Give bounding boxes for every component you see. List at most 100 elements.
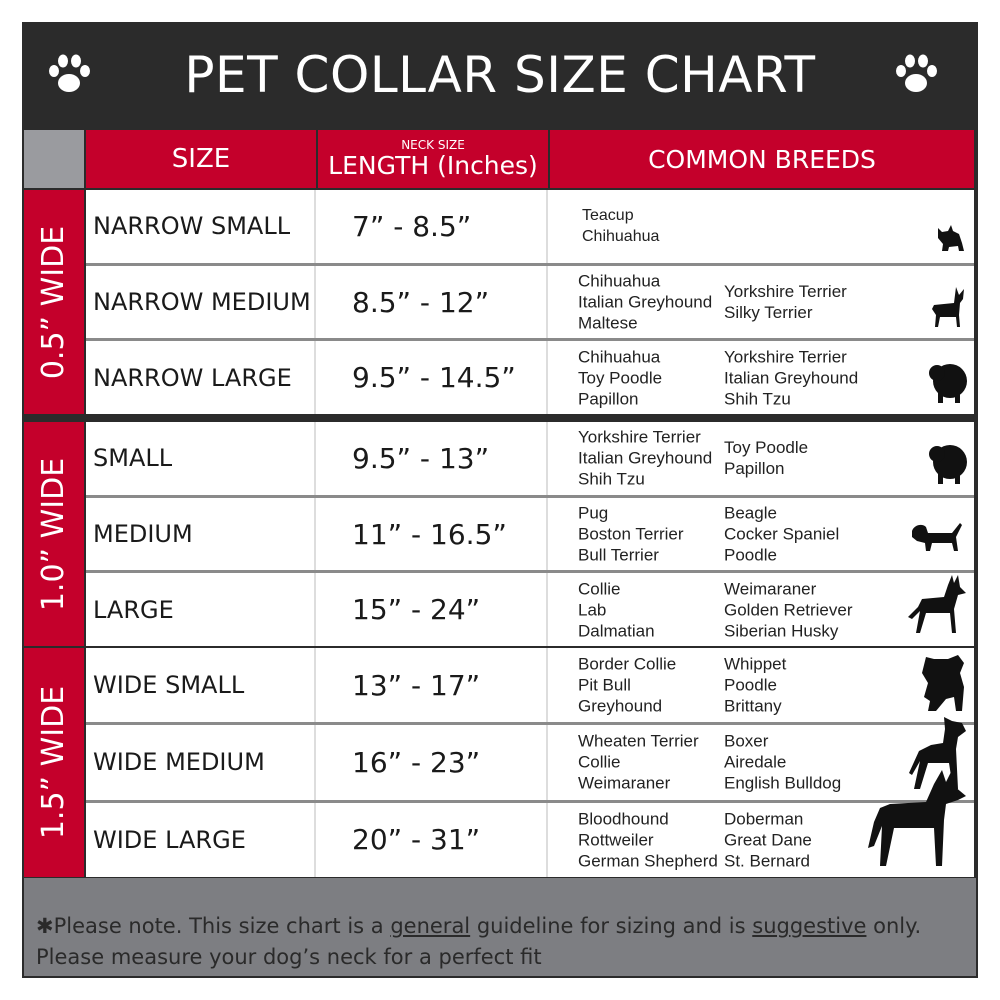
bulldog-icon bbox=[920, 653, 968, 718]
breed-name: Great Dane bbox=[724, 830, 812, 850]
breed-name: Dalmatian bbox=[578, 621, 655, 641]
breeds-column-1: Wheaten Terrier Collie Weimaraner bbox=[578, 731, 699, 794]
length-cell: 8.5” - 12” bbox=[316, 265, 548, 339]
header-length-label: LENGTH (Inches) bbox=[328, 150, 538, 180]
breeds-column-1: Collie Lab Dalmatian bbox=[578, 578, 655, 641]
breed-name: Beagle bbox=[724, 503, 777, 523]
table-row: MEDIUM 11” - 16.5” Pug Boston Terrier Bull… bbox=[86, 497, 974, 571]
breed-name: Collie bbox=[578, 752, 621, 772]
length-cell: 11” - 16.5” bbox=[316, 497, 548, 571]
breed-name: Siberian Husky bbox=[724, 621, 839, 641]
header-neck-size-label: NECK SIZE bbox=[401, 137, 465, 152]
table-row: NARROW MEDIUM 8.5” - 12” Chihuahua Italia… bbox=[86, 265, 974, 339]
footer-text: ✱Please note. This size chart is a bbox=[36, 914, 391, 938]
breeds-column-2: Boxer Airedale English Bulldog bbox=[724, 731, 841, 794]
header-size-label: SIZE bbox=[171, 144, 231, 174]
breed-name: Pug bbox=[578, 503, 609, 523]
pomeranian-icon bbox=[928, 440, 968, 491]
header-length: NECK SIZE LENGTH (Inches) bbox=[318, 130, 548, 188]
size-cell: MEDIUM bbox=[86, 497, 316, 571]
breed-name: German Shepherd bbox=[578, 851, 718, 871]
footer-line-2: Please measure your dog’s neck for a per… bbox=[36, 945, 542, 969]
breed-name: Border Collie bbox=[578, 654, 677, 674]
length-cell: 7” - 8.5” bbox=[316, 190, 548, 263]
breed-name: Doberman bbox=[724, 809, 804, 829]
breeds-column-2: Doberman Great Dane St. Bernard bbox=[724, 808, 812, 871]
breeds-column-1: Bloodhound Rottweiler German Shepherd bbox=[578, 808, 718, 871]
footer-text: guideline for sizing and is bbox=[470, 914, 753, 938]
breed-name: Toy Poodle bbox=[578, 368, 663, 388]
length-cell: 20” - 31” bbox=[316, 802, 548, 877]
page-title: PET COLLAR SIZE CHART bbox=[184, 46, 816, 104]
shepherd-icon bbox=[904, 573, 968, 642]
breed-name: Whippet bbox=[724, 654, 787, 674]
header-breeds-label: COMMON BREEDS bbox=[648, 144, 876, 174]
breed-name: Rottweiler bbox=[578, 830, 654, 850]
breed-name: Yorkshire Terrier bbox=[724, 347, 847, 367]
table-row: WIDE MEDIUM 16” - 23” Wheaten Terrier Col… bbox=[86, 716, 974, 800]
breeds-cell: Chihuahua Italian Greyhound Maltese Yorksh… bbox=[548, 266, 974, 339]
size-cell: LARGE bbox=[86, 573, 316, 647]
breed-name: Weimaraner bbox=[578, 773, 671, 793]
length-cell: 15” - 24” bbox=[316, 573, 548, 647]
size-cell: WIDE LARGE bbox=[86, 802, 316, 877]
length-cell: 9.5” - 14.5” bbox=[316, 341, 548, 415]
breed-name: Greyhound bbox=[578, 696, 663, 716]
breed-name: English Bulldog bbox=[724, 773, 842, 793]
breed-name: Collie bbox=[578, 579, 621, 599]
length-cell: 9.5” - 13” bbox=[316, 422, 548, 495]
size-cell: NARROW LARGE bbox=[86, 341, 316, 415]
doberman-icon bbox=[858, 768, 968, 873]
breeds-column-1: Teacup Chihuahua bbox=[582, 205, 659, 247]
breed-name: Papillon bbox=[724, 459, 785, 479]
breeds-column-2: Yorkshire Terrier Italian Greyhound Shih T… bbox=[724, 346, 858, 409]
breeds-cell: Collie Lab Dalmatian Weimaraner Golden Retr… bbox=[548, 573, 974, 646]
size-cell: WIDE SMALL bbox=[86, 648, 316, 723]
breed-name: Chihuahua bbox=[578, 271, 661, 291]
size-cell: SMALL bbox=[86, 422, 316, 495]
breed-name: St. Bernard bbox=[724, 851, 810, 871]
paw-print-icon bbox=[49, 54, 90, 92]
table-row: WIDE LARGE 20” - 31” Bloodhound Rottweile… bbox=[86, 769, 974, 877]
pomeranian-icon bbox=[928, 359, 968, 410]
breeds-column-1: Chihuahua Italian Greyhound Maltese bbox=[578, 271, 712, 334]
breed-name: Airedale bbox=[724, 752, 787, 772]
chihuahua-icon bbox=[928, 285, 968, 334]
footer-underlined-suggestive: suggestive bbox=[752, 914, 867, 938]
breeds-cell: Border Collie Pit Bull Greyhound Whippet Po… bbox=[548, 648, 974, 722]
size-cell: NARROW MEDIUM bbox=[86, 265, 316, 339]
group-label-text: 1.5” WIDE bbox=[36, 685, 72, 840]
spaniel-icon bbox=[908, 517, 968, 566]
breed-name: Silky Terrier bbox=[724, 303, 813, 322]
length-cell: 13” - 17” bbox=[316, 648, 548, 723]
table-row: NARROW SMALL 7” - 8.5” Teacup Chihuahua bbox=[86, 190, 974, 263]
breed-name: Bull Terrier bbox=[578, 545, 659, 565]
table-row: LARGE 15” - 24” Collie Lab Dalmatian Weima… bbox=[86, 573, 974, 647]
footer-underlined-general: general bbox=[390, 914, 471, 938]
breed-name: Papillon bbox=[578, 389, 639, 409]
header-size: SIZE bbox=[86, 130, 316, 188]
breeds-column-1: Pug Boston Terrier Bull Terrier bbox=[578, 503, 684, 566]
group-label: 1.5” WIDE bbox=[24, 648, 84, 877]
breed-name: Bloodhound bbox=[578, 809, 669, 829]
group-label: 1.0” WIDE bbox=[24, 422, 84, 646]
breed-name: Shih Tzu bbox=[724, 389, 791, 409]
breed-name: Poodle bbox=[724, 675, 777, 695]
table-row: WIDE SMALL 13” - 17” Border Collie Pit Bu… bbox=[86, 648, 974, 723]
breed-name: Weimaraner bbox=[724, 579, 817, 599]
breed-name: Boxer bbox=[724, 731, 769, 751]
breed-name: Italian Greyhound bbox=[578, 448, 713, 468]
breed-name: Cocker Spaniel bbox=[724, 524, 840, 544]
breeds-column-1: Yorkshire Terrier Italian Greyhound Shih T… bbox=[578, 427, 712, 490]
size-cell: WIDE MEDIUM bbox=[86, 725, 316, 800]
breed-name: Teacup bbox=[582, 207, 634, 225]
breed-name: Chihuahua bbox=[578, 347, 661, 367]
yorkie-icon bbox=[934, 220, 968, 259]
width-group: 1.5” WIDE WIDE SMALL 13” - 17” Border Co… bbox=[24, 648, 974, 877]
breed-name: Toy Poodle bbox=[724, 438, 809, 458]
breeds-cell: Pug Boston Terrier Bull Terrier Beagle Cock… bbox=[548, 498, 974, 571]
breeds-cell: Teacup Chihuahua bbox=[548, 190, 974, 263]
paw-print-icon bbox=[896, 54, 937, 92]
breeds-column-2: Beagle Cocker Spaniel Poodle bbox=[724, 503, 839, 566]
footer-text: only. bbox=[866, 914, 922, 938]
